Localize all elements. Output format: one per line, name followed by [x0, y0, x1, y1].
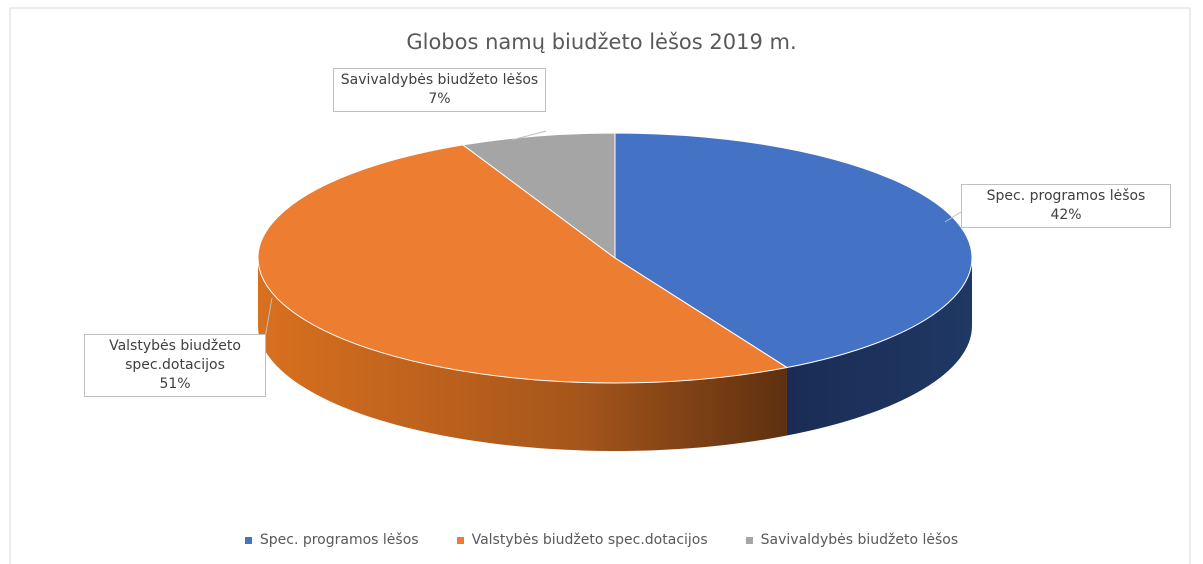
legend-item: Spec. programos lėšos — [244, 532, 419, 548]
leader-line — [944, 211, 962, 223]
leader-line — [264, 297, 273, 339]
chart-border — [9, 7, 1191, 564]
legend-swatch — [745, 536, 753, 544]
slice-side — [786, 258, 972, 436]
chart-title: Globos namų biudžeto lėšos 2019 m. — [406, 30, 797, 54]
legend-swatch — [456, 536, 464, 544]
slice — [614, 132, 973, 369]
slice — [461, 132, 616, 259]
data-label-value: 51% — [159, 376, 191, 392]
slice-side — [258, 258, 787, 452]
data-label-name: Spec. programos lėšos — [986, 188, 1146, 204]
legend-item: Savivaldybės biudžeto lėšos — [745, 532, 959, 548]
leader-line — [511, 130, 547, 141]
data-label: Spec. programos lėšos 42% — [961, 184, 1171, 228]
legend: Spec. programos lėšos Valstybės biudžeto … — [0, 532, 1203, 548]
legend-label: Spec. programos lėšos — [259, 532, 419, 548]
data-label-value: 7% — [428, 91, 451, 107]
slice — [257, 144, 789, 384]
legend-swatch — [244, 536, 252, 544]
data-label-value: 42% — [1050, 207, 1082, 223]
data-label: Valstybės biudžeto spec.dotacijos 51% — [84, 334, 266, 397]
data-label-name: Valstybės biudžeto spec.dotacijos — [109, 338, 241, 373]
legend-item: Valstybės biudžeto spec.dotacijos — [456, 532, 708, 548]
data-label: Savivaldybės biudžeto lėšos 7% — [333, 68, 546, 112]
legend-label: Valstybės biudžeto spec.dotacijos — [471, 532, 708, 548]
data-label-name: Savivaldybės biudžeto lėšos — [340, 72, 539, 88]
legend-label: Savivaldybės biudžeto lėšos — [760, 532, 959, 548]
